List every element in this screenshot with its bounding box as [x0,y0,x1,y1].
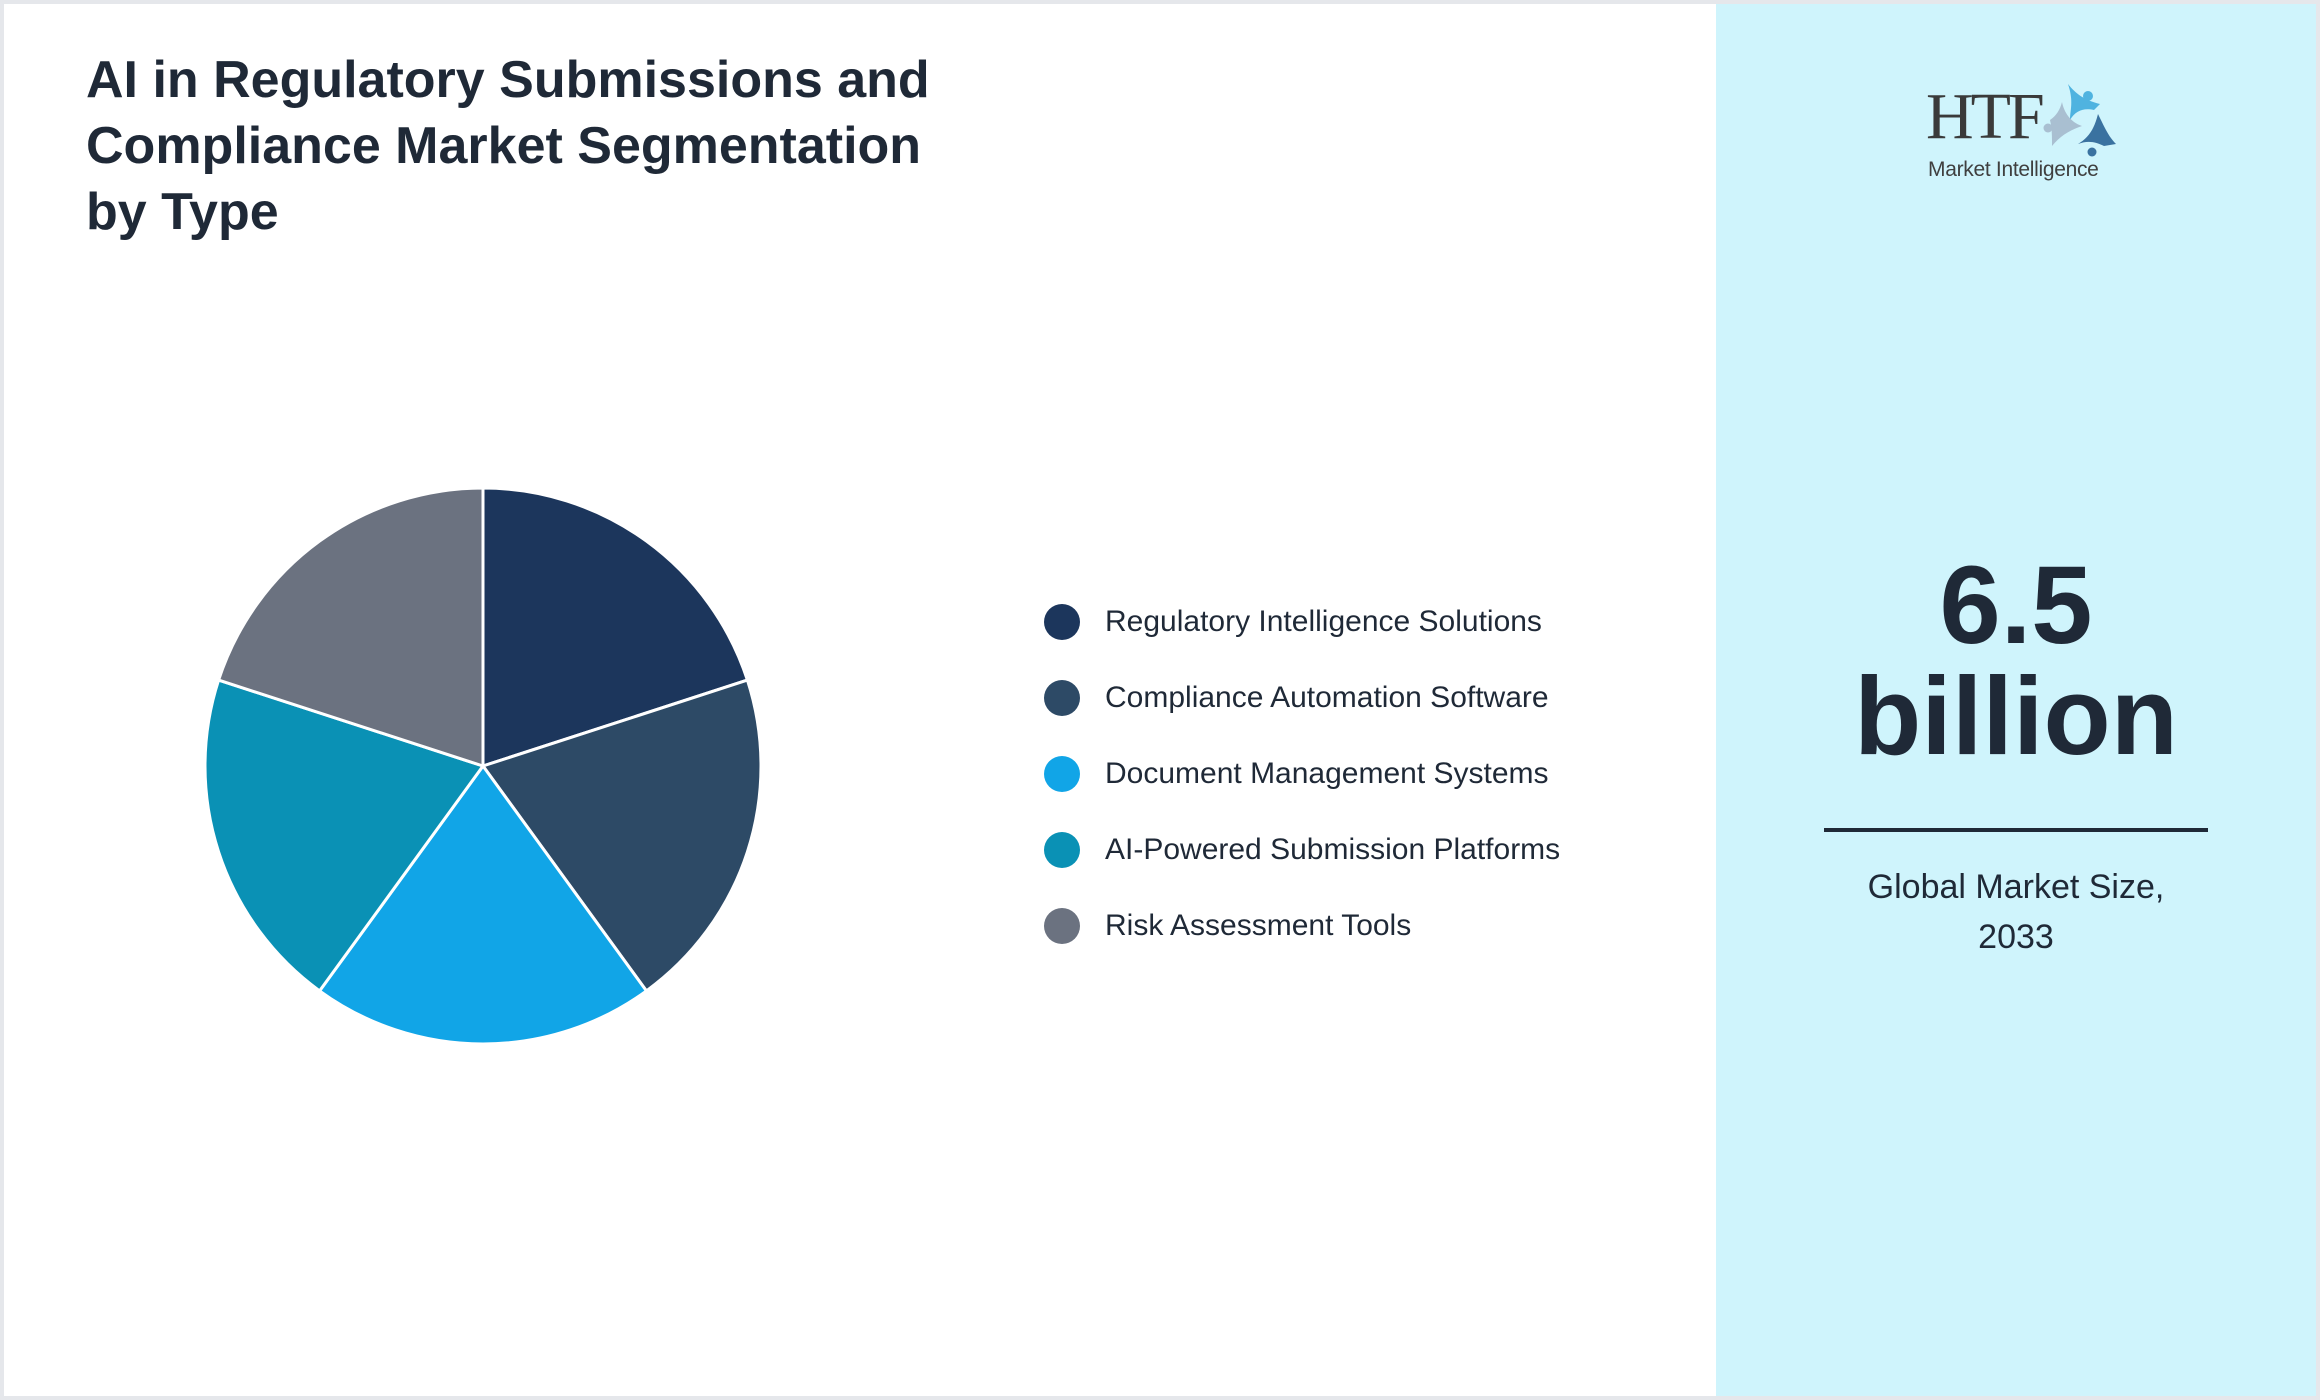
legend-dot-icon [1044,832,1080,868]
logo-subtitle: Market Intelligence [1928,158,2099,181]
pie-chart: Regulatory Intelligence Solutions: 20%Co… [203,486,763,1046]
legend-item[interactable]: Document Management Systems [1044,750,1560,826]
chart-legend: Regulatory Intelligence Solutions Compli… [1044,598,1560,978]
legend-dot-icon [1044,908,1080,944]
market-size-number: 6.5 [1939,544,2093,667]
legend-label: Compliance Automation Software [1105,681,1549,714]
market-size-unit: billion [1854,655,2178,778]
pie-slice[interactable]: Document Management Systems: 20% [318,764,648,1046]
chart-title-line-3: by Type [86,183,279,241]
legend-dot-icon [1044,680,1080,716]
market-size-value: 6.5 billion [1716,550,2316,772]
caption-line-1: Global Market Size, [1867,868,2165,906]
people-circle-logo-icon [2043,84,2116,157]
pie-slice[interactable]: Regulatory Intelligence Solutions: 20% [481,486,749,768]
chart-title-line-1: AI in Regulatory Submissions and [86,51,930,109]
legend-label: Regulatory Intelligence Solutions [1105,605,1542,638]
caption-line-2: 2033 [1978,918,2054,956]
chart-title: AI in Regulatory Submissions and Complia… [86,47,1046,245]
legend-item[interactable]: Risk Assessment Tools [1044,902,1560,978]
pie-slice[interactable]: Compliance Automation Software: 20% [481,678,763,993]
pie-slice[interactable]: AI-Powered Submission Platforms: 20% [203,678,485,993]
market-size-panel: HTF Market Intelligence 6.5 billion Glob… [1716,4,2316,1396]
legend-dot-icon [1044,756,1080,792]
legend-label: AI-Powered Submission Platforms [1105,833,1561,866]
legend-item[interactable]: Compliance Automation Software [1044,674,1560,750]
legend-item[interactable]: AI-Powered Submission Platforms [1044,826,1560,902]
market-size-caption: Global Market Size, 2033 [1716,862,2316,962]
legend-label: Document Management Systems [1105,757,1549,790]
pie-slice[interactable]: Risk Assessment Tools: 20% [217,486,485,768]
htf-logo: HTF Market Intelligence [1926,80,2116,190]
legend-label: Risk Assessment Tools [1105,909,1412,942]
legend-item[interactable]: Regulatory Intelligence Solutions [1044,598,1560,674]
logo-brand-text: HTF [1926,80,2045,153]
chart-title-line-2: Compliance Market Segmentation [86,117,922,175]
chart-area: AI in Regulatory Submissions and Complia… [4,4,1716,1396]
legend-dot-icon [1044,604,1080,640]
infographic-frame: AI in Regulatory Submissions and Complia… [4,4,2316,1396]
divider-line [1824,828,2208,832]
pie-slices: Regulatory Intelligence Solutions: 20%Co… [203,486,763,1046]
